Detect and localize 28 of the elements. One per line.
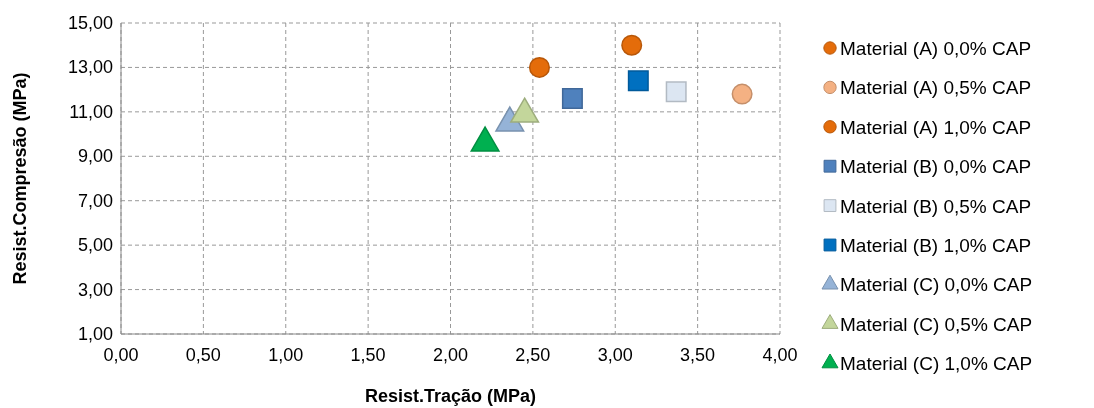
legend-label: Material (B) 1,0% CAP bbox=[840, 235, 1032, 256]
y-tick-label: 5,00 bbox=[77, 235, 113, 256]
x-tick-label: 3,00 bbox=[597, 345, 633, 365]
y-tick-label: 13,00 bbox=[67, 57, 113, 78]
x-tick-label: 4,00 bbox=[762, 345, 798, 365]
legend-label: Material (B) 0,5% CAP bbox=[840, 195, 1032, 217]
x-tick-label: 2,50 bbox=[515, 345, 551, 365]
x-axis-title: Resist.Tração (MPa) bbox=[364, 386, 537, 406]
legend-label: Material (B) 0,0% CAP bbox=[840, 156, 1032, 178]
x-tick-label: 0,50 bbox=[185, 345, 221, 365]
y-axis-title: Resist.Compresão (MPa) bbox=[10, 72, 30, 285]
y-tick-label: 1,00 bbox=[77, 324, 113, 344]
legend-label: Material (C) 0,5% CAP bbox=[840, 313, 1033, 335]
y-tick-label: 3,00 bbox=[77, 279, 113, 300]
x-tick-label: 2,00 bbox=[432, 345, 469, 365]
x-tick-label: 1,50 bbox=[350, 345, 386, 365]
y-tick-label: 15,00 bbox=[67, 13, 113, 33]
legend-label: Material (C) 1,0% CAP bbox=[840, 353, 1033, 375]
y-tick-label: 7,00 bbox=[77, 190, 113, 211]
x-tick-label: 0,00 bbox=[103, 345, 139, 365]
legend-label: Material (A) 1,0% CAP bbox=[840, 116, 1032, 138]
x-tick-label: 1,00 bbox=[268, 345, 304, 365]
y-tick-label: 9,00 bbox=[77, 146, 113, 167]
legend-label: Material (C) 0,0% CAP bbox=[840, 274, 1033, 296]
x-tick-label: 3,50 bbox=[680, 345, 716, 365]
legend-label: Material (A) 0,5% CAP bbox=[840, 77, 1032, 99]
y-tick-label: 11,00 bbox=[69, 101, 113, 122]
legend-label: Material (A) 0,0% CAP bbox=[840, 38, 1032, 59]
